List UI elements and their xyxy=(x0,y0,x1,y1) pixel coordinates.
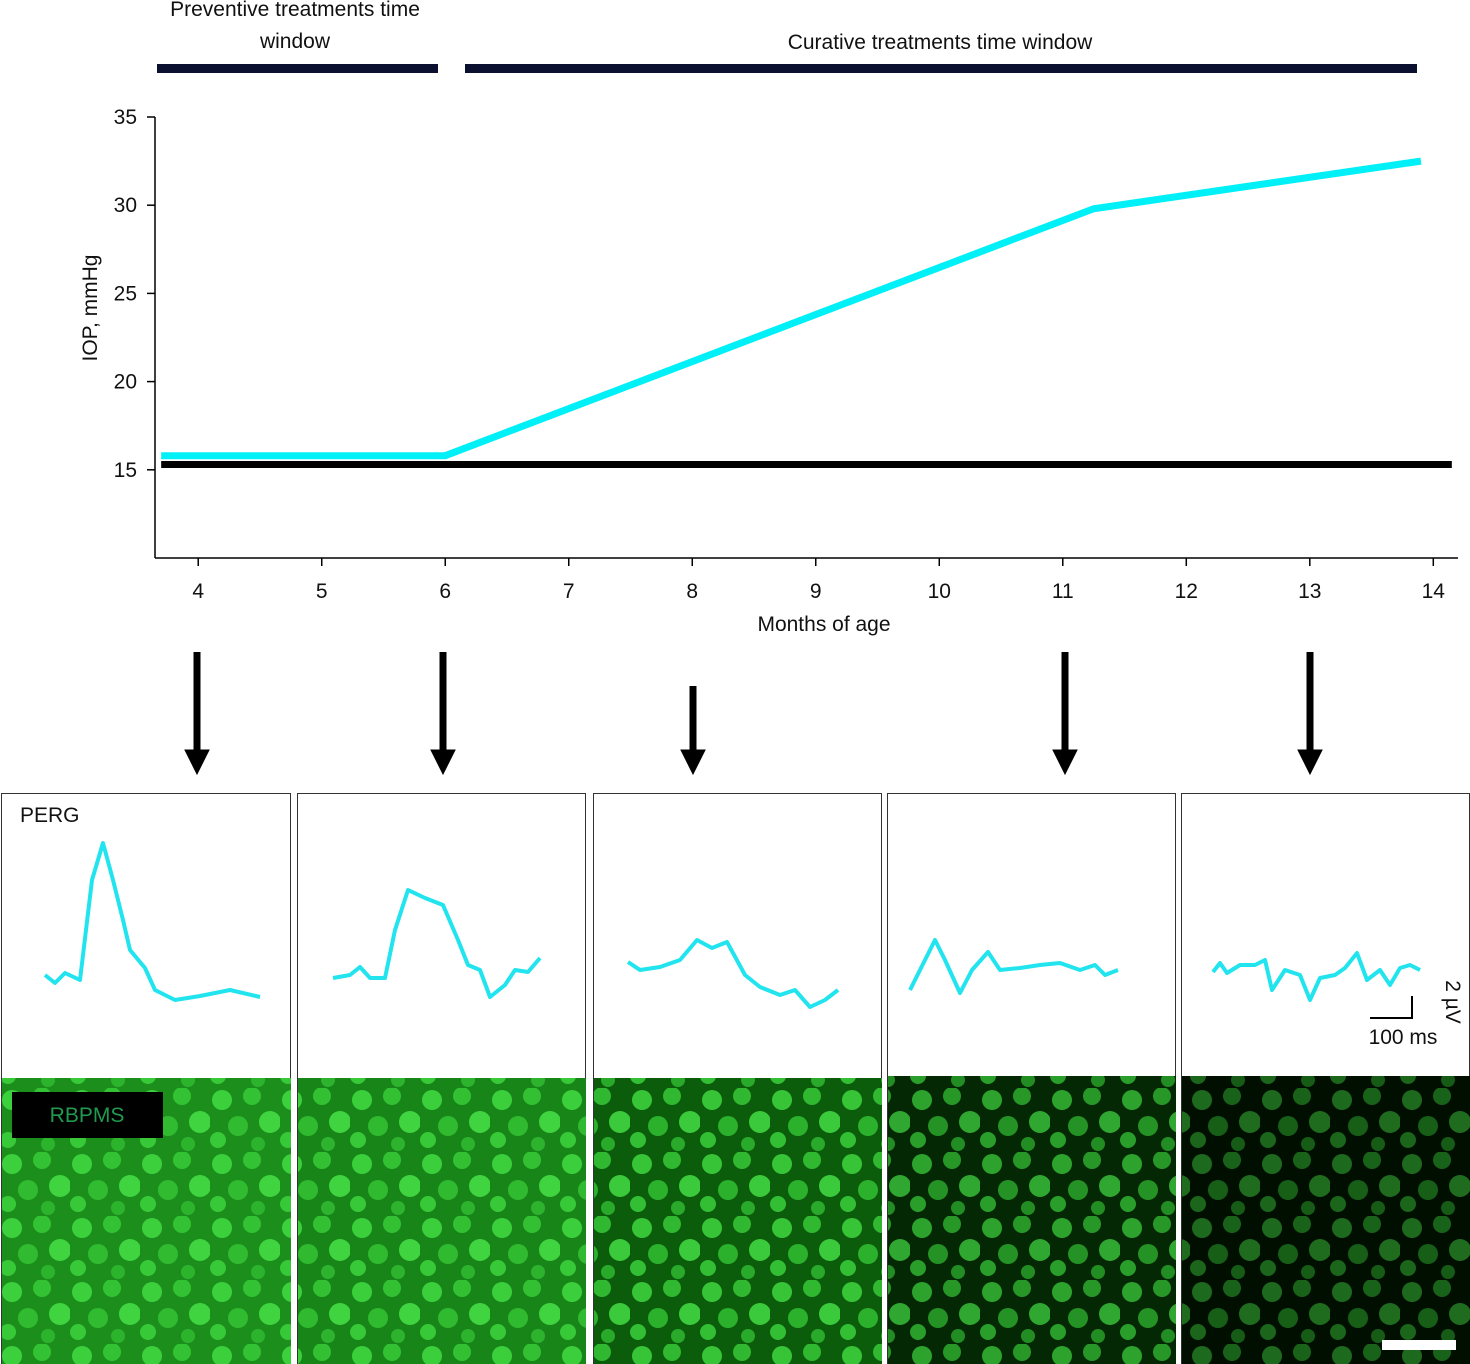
y-tick-label: 25 xyxy=(114,282,137,305)
scale-lines xyxy=(1370,996,1413,1019)
x-axis-label: Months of age xyxy=(757,613,890,636)
x-tick-label: 9 xyxy=(810,580,822,603)
stain-label: RBPMS xyxy=(50,1104,125,1127)
x-tick-label: 8 xyxy=(686,580,698,603)
x-tick-label: 13 xyxy=(1298,580,1321,603)
window-label: Preventive treatments time window xyxy=(170,0,420,53)
stain-cells xyxy=(1182,1076,1470,1364)
x-tick-label: 7 xyxy=(563,580,575,603)
y-tick-label: 15 xyxy=(114,459,137,482)
scale-x-label: 100 ms xyxy=(1369,1026,1438,1049)
perg-trace xyxy=(1211,951,1421,1002)
x-tick-label: 4 xyxy=(192,580,204,603)
x-tick-label: 5 xyxy=(316,580,328,603)
window-label: Curative treatments time window xyxy=(787,31,1093,54)
x-tick-label: 6 xyxy=(439,580,451,603)
scale-bar xyxy=(1382,1340,1456,1350)
x-tick-label: 10 xyxy=(928,580,951,603)
curative-bar xyxy=(465,64,1417,73)
y-axis-label: IOP, mmHg xyxy=(79,255,102,362)
stain-cells xyxy=(594,1078,882,1364)
stain-cells xyxy=(298,1078,586,1364)
y-tick-label: 20 xyxy=(114,371,137,394)
stain-cells xyxy=(888,1076,1176,1364)
y-tick-label: 35 xyxy=(114,106,137,129)
perg-label: PERG xyxy=(20,804,80,827)
y-tick-label: 30 xyxy=(114,194,137,217)
perg-trace xyxy=(332,888,542,999)
scale-y-label: 2 µV xyxy=(1441,980,1464,1024)
perg-traces xyxy=(43,841,1421,1009)
panels xyxy=(1,793,1470,1364)
x-tick-label: 14 xyxy=(1422,580,1446,603)
perg-trace xyxy=(43,841,261,1002)
perg-trace xyxy=(908,938,1119,995)
preventive-bar xyxy=(157,64,438,73)
series-line xyxy=(161,157,1422,460)
perg-trace xyxy=(626,938,840,1009)
x-tick-label: 12 xyxy=(1175,580,1198,603)
arrows xyxy=(184,652,1323,776)
stain-label-box xyxy=(12,1092,163,1138)
x-tick-label: 11 xyxy=(1052,580,1074,603)
